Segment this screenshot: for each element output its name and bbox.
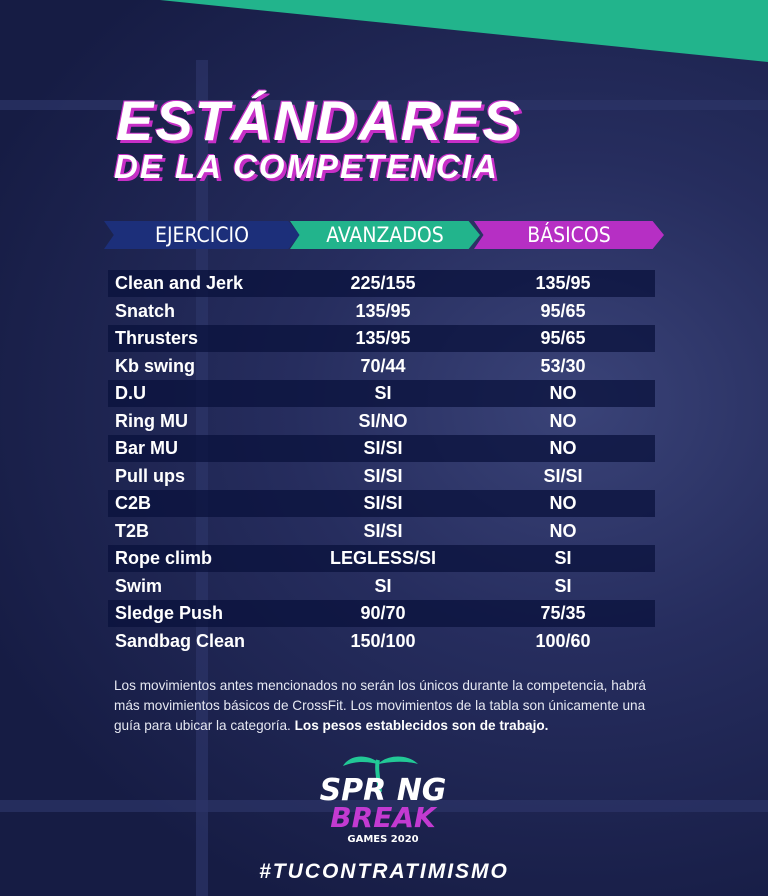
hashtag: #TUCONTRATIMISMO xyxy=(259,860,509,883)
basic-value: SI/SI xyxy=(543,465,583,486)
table-row: Clean and Jerk 225/155 135/95 xyxy=(108,270,655,297)
header-avanzados: AVANZADOS xyxy=(290,221,480,249)
table-row: T2B SI/SI NO xyxy=(108,518,655,545)
spring-break-logo: SPR NG BREAK GAMES 2020 xyxy=(320,756,447,845)
basic-value: NO xyxy=(549,493,577,513)
table-row: Sandbag Clean 150/100 100/60 xyxy=(108,628,655,655)
title-line-1: ESTÁNDARES xyxy=(116,89,522,152)
svg-text:BREAK: BREAK xyxy=(330,801,438,834)
table-row: Pull ups SI/SI SI/SI xyxy=(108,463,655,490)
basic-value: 95/65 xyxy=(540,328,586,348)
table-row: Kb swing 70/44 53/30 xyxy=(108,353,655,380)
exercise-name: Snatch xyxy=(115,300,176,321)
header-ejercicio: EJERCICIO xyxy=(104,221,300,249)
exercise-name: Swim xyxy=(115,575,163,596)
basic-value: 135/95 xyxy=(535,273,591,293)
basic-value: 53/30 xyxy=(540,355,586,376)
basic-value: 95/65 xyxy=(540,300,586,321)
advanced-value: SI xyxy=(374,575,392,596)
svg-text:SPR NG: SPR NG xyxy=(320,773,447,808)
footnote-text: Los movimientos antes mencionados no ser… xyxy=(114,678,646,733)
exercise-name: Ring MU xyxy=(115,410,188,431)
advanced-value: LEGLESS/SI xyxy=(329,548,437,568)
table-row: C2B SI/SI NO xyxy=(108,490,655,517)
footnote-bold: Los pesos establecidos son de trabajo. xyxy=(294,718,549,733)
basic-value: NO xyxy=(549,410,577,431)
advanced-value: 150/100 xyxy=(350,630,416,651)
table-row: D.U SI NO xyxy=(108,380,655,407)
basic-value: 75/35 xyxy=(540,603,586,623)
svg-text:GAMES 2020: GAMES 2020 xyxy=(347,834,418,845)
advanced-value: 90/70 xyxy=(360,603,406,623)
table-row: Snatch 135/95 95/65 xyxy=(108,298,655,325)
footnote: Los movimientos antes mencionados no ser… xyxy=(114,676,654,736)
table-row: Rope climb LEGLESS/SI SI xyxy=(108,545,655,572)
advanced-value: SI/SI xyxy=(363,493,403,513)
exercise-name: Pull ups xyxy=(115,465,186,486)
advanced-value: SI/SI xyxy=(363,438,403,458)
exercise-name: Rope climb xyxy=(115,548,213,568)
basic-value: NO xyxy=(549,383,577,403)
advanced-value: SI/SI xyxy=(363,465,403,486)
exercise-name: Bar MU xyxy=(115,438,179,458)
advanced-value: SI/NO xyxy=(358,410,408,431)
exercise-name: C2B xyxy=(115,493,152,513)
table-row: Thrusters 135/95 95/65 xyxy=(108,325,655,352)
exercise-name: Kb swing xyxy=(115,355,195,376)
table-row: Bar MU SI/SI NO xyxy=(108,435,655,462)
advanced-value: 225/155 xyxy=(350,273,416,293)
table-row: Ring MU SI/NO NO xyxy=(108,408,655,435)
background-bar xyxy=(0,100,768,110)
advanced-value: 135/95 xyxy=(355,328,411,348)
exercise-name: Sandbag Clean xyxy=(115,630,246,651)
advanced-value: SI xyxy=(374,383,392,403)
exercise-name: Thrusters xyxy=(115,328,199,348)
basic-value: NO xyxy=(549,520,577,541)
exercise-name: Sledge Push xyxy=(115,603,224,623)
advanced-value: 70/44 xyxy=(360,355,406,376)
basic-value: SI xyxy=(554,548,572,568)
table-row: Sledge Push 90/70 75/35 xyxy=(108,600,655,627)
exercise-name: Clean and Jerk xyxy=(115,273,244,293)
title-line-2: DE LA COMPETENCIA xyxy=(114,148,499,185)
exercise-name: D.U xyxy=(115,383,146,403)
table-row: Swim SI SI xyxy=(108,573,655,600)
teal-corner-banner xyxy=(160,0,768,62)
basic-value: 100/60 xyxy=(535,630,591,651)
exercise-name: T2B xyxy=(115,520,150,541)
advanced-value: 135/95 xyxy=(355,300,411,321)
header-basicos: BÁSICOS xyxy=(474,221,664,249)
advanced-value: SI/SI xyxy=(363,520,403,541)
basic-value: SI xyxy=(554,575,572,596)
basic-value: NO xyxy=(549,438,577,458)
background-pole xyxy=(196,60,208,896)
background-bar xyxy=(0,800,768,812)
